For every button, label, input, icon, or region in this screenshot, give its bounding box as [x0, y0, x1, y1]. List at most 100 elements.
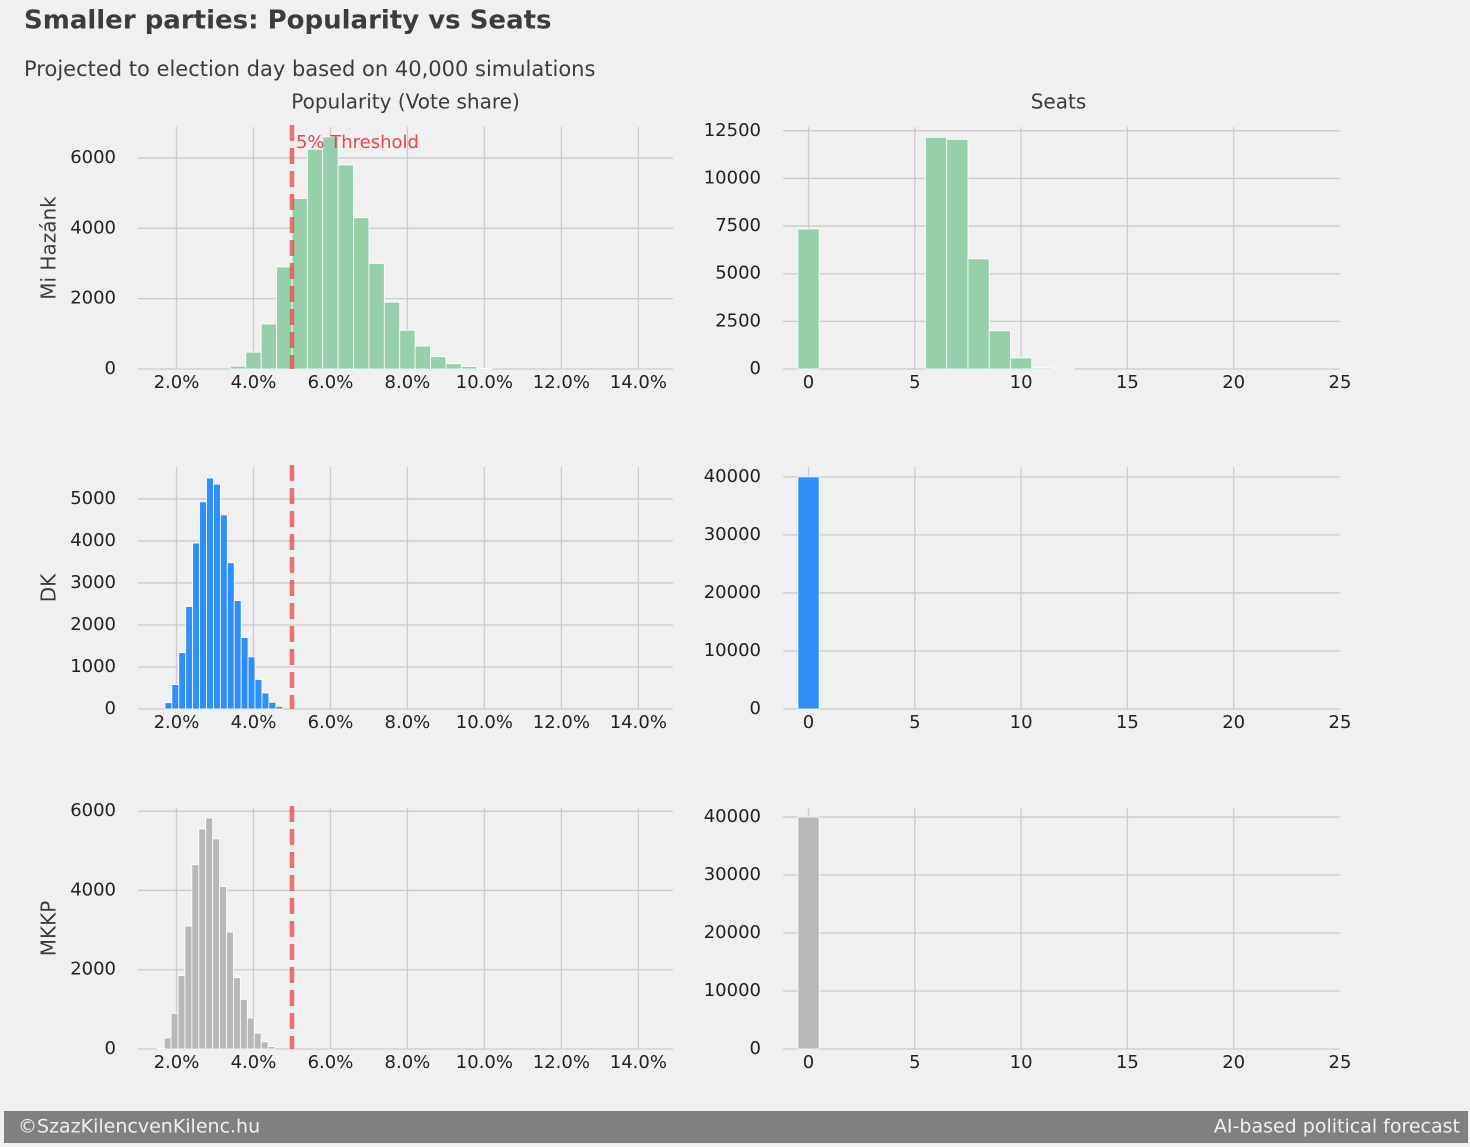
bar	[275, 706, 284, 710]
bar	[460, 366, 478, 370]
bar	[199, 501, 207, 710]
bar	[246, 1017, 255, 1050]
bar	[212, 838, 220, 1050]
bar	[177, 975, 186, 1050]
x-tick-label: 12.0%	[533, 372, 590, 393]
bar	[219, 514, 228, 710]
bar	[268, 701, 277, 710]
column-title: Seats	[1031, 90, 1087, 114]
y-tick-label: 0	[105, 1038, 116, 1059]
y-tick-label: 10000	[704, 640, 761, 661]
bar	[178, 652, 187, 710]
bar	[322, 136, 339, 370]
bar	[430, 356, 447, 370]
bar	[383, 301, 401, 370]
bar	[247, 656, 256, 710]
x-tick-label: 25	[1329, 372, 1352, 393]
bar	[191, 864, 200, 1050]
x-tick-label: 10	[1010, 372, 1033, 393]
x-tick-label: 14.0%	[610, 372, 667, 393]
bar	[946, 138, 969, 370]
bar	[253, 1032, 262, 1050]
y-tick-label: 1000	[70, 656, 116, 677]
footer-right: AI-based political forecast	[1214, 1116, 1460, 1138]
x-tick-label: 15	[1116, 712, 1139, 733]
x-tick-label: 20	[1222, 372, 1245, 393]
bar	[1010, 357, 1033, 370]
x-tick-label: 4.0%	[231, 1052, 277, 1073]
bar	[1031, 367, 1054, 370]
y-tick-label: 30000	[704, 524, 761, 545]
y-tick-label: 30000	[704, 864, 761, 885]
bar	[198, 828, 207, 1050]
x-tick-label: 5	[909, 712, 920, 733]
x-tick-label: 8.0%	[385, 712, 431, 733]
y-tick-label: 40000	[704, 466, 761, 487]
bar	[967, 258, 990, 370]
bar	[445, 363, 462, 370]
y-axis-label: DK	[37, 573, 61, 602]
y-tick-label: 5000	[70, 488, 116, 509]
bar	[306, 148, 324, 370]
bar	[337, 164, 354, 370]
bar	[925, 137, 948, 370]
y-axis-label: MKKP	[37, 901, 61, 957]
bar	[184, 925, 193, 1050]
bar	[229, 365, 247, 370]
y-tick-label: 7500	[715, 215, 761, 236]
x-tick-label: 25	[1329, 1052, 1352, 1073]
bar	[261, 692, 270, 710]
bar	[219, 886, 227, 1050]
x-tick-label: 25	[1329, 712, 1352, 733]
bar	[353, 217, 370, 370]
y-tick-label: 6000	[70, 147, 116, 168]
bar	[213, 483, 221, 710]
bar	[245, 351, 262, 370]
x-tick-label: 0	[803, 372, 814, 393]
x-tick-label: 10.0%	[456, 712, 513, 733]
x-tick-label: 14.0%	[610, 1052, 667, 1073]
x-tick-label: 6.0%	[308, 1052, 354, 1073]
x-tick-label: 15	[1116, 1052, 1139, 1073]
bar	[260, 1041, 269, 1050]
y-tick-label: 0	[750, 698, 761, 719]
y-tick-label: 4000	[70, 217, 116, 238]
x-tick-label: 12.0%	[533, 1052, 590, 1073]
bar	[233, 977, 241, 1050]
bar	[368, 263, 385, 370]
y-tick-label: 10000	[704, 167, 761, 188]
y-tick-label: 40000	[704, 806, 761, 827]
bar	[171, 684, 180, 710]
x-tick-label: 20	[1222, 712, 1245, 733]
y-tick-label: 0	[750, 358, 761, 379]
x-tick-label: 4.0%	[231, 712, 277, 733]
bar	[240, 637, 249, 710]
chart-subtitle: Projected to election day based on 40,00…	[24, 57, 595, 81]
bar	[170, 1012, 179, 1050]
bar	[226, 931, 234, 1050]
y-tick-label: 10000	[704, 980, 761, 1001]
x-tick-label: 0	[803, 712, 814, 733]
bar	[185, 606, 194, 710]
x-tick-label: 2.0%	[154, 372, 200, 393]
x-tick-label: 5	[909, 372, 920, 393]
x-tick-label: 6.0%	[308, 372, 354, 393]
bar	[239, 999, 248, 1050]
bar	[233, 600, 242, 710]
y-tick-label: 5000	[715, 263, 761, 284]
bar	[254, 679, 263, 710]
bar	[797, 228, 820, 370]
y-axis-label: Mi Hazánk	[37, 196, 61, 300]
x-tick-label: 6.0%	[308, 712, 354, 733]
footer-bar	[4, 1111, 1468, 1143]
bar	[414, 345, 431, 370]
y-tick-label: 2000	[70, 614, 116, 635]
y-tick-label: 6000	[70, 800, 116, 821]
x-tick-label: 15	[1116, 372, 1139, 393]
chart-title: Smaller parties: Popularity vs Seats	[24, 6, 552, 36]
footer-left: ©SzazKilencvenKilenc.hu	[18, 1116, 260, 1138]
bar	[797, 476, 820, 710]
bar	[276, 266, 293, 370]
bar	[988, 330, 1011, 370]
